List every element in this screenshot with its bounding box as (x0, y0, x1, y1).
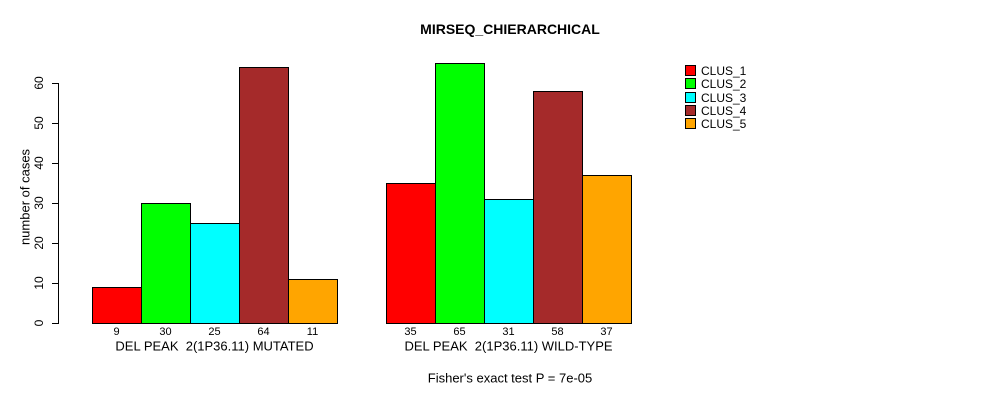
bar-clus_4-group1 (239, 67, 289, 324)
bar-value-label: 9 (113, 326, 120, 338)
group-label-mutated: DEL PEAK 2(1P36.11) MUTATED (115, 338, 314, 354)
legend-swatch-clus_1 (685, 65, 696, 76)
chart-title: MIRSEQ_CHIERARCHICAL (420, 21, 600, 37)
bar-clus_4-group2 (533, 91, 583, 324)
group-label-wild-type: DEL PEAK 2(1P36.11) WILD-TYPE (404, 338, 613, 354)
bar-clus_1-group2 (386, 183, 436, 324)
bar-clus_5-group2 (582, 175, 632, 324)
bar-value-label: 65 (453, 326, 466, 338)
bar-value-label: 64 (257, 326, 270, 338)
legend-label: CLUS_4 (701, 103, 747, 118)
y-tick-label: 50 (32, 116, 46, 130)
fisher-test-caption: Fisher's exact test P = 7e-05 (427, 370, 593, 386)
bar-clus_1-group1 (92, 287, 142, 324)
bar-value-label: 35 (404, 326, 417, 338)
bar-clus_5-group1 (288, 279, 338, 324)
y-tick (52, 203, 59, 204)
y-tick (52, 283, 59, 284)
bar-clus_2-group2 (435, 63, 485, 324)
y-tick-label: 10 (32, 276, 46, 290)
bar-value-label: 31 (502, 326, 515, 338)
legend-item-clus_2: CLUS_2 (685, 77, 765, 92)
y-tick (52, 163, 59, 164)
legend-label: CLUS_3 (701, 90, 747, 105)
y-tick-label: 0 (32, 319, 46, 327)
y-tick (52, 323, 59, 324)
bar-value-label: 25 (208, 326, 221, 338)
bar-clus_3-group1 (190, 223, 240, 324)
legend-item-clus_3: CLUS_3 (685, 90, 765, 105)
legend-label: CLUS_2 (701, 77, 747, 92)
y-tick (52, 243, 59, 244)
legend-label: CLUS_1 (701, 64, 747, 78)
bar-value-label: 37 (600, 326, 613, 338)
y-tick-label: 40 (32, 156, 46, 170)
y-tick-label: 20 (32, 236, 46, 250)
legend-label: CLUS_5 (701, 117, 747, 132)
legend-item-clus_5: CLUS_5 (685, 117, 765, 132)
bar-value-label: 30 (159, 326, 172, 338)
bar-clus_2-group1 (141, 203, 191, 324)
y-tick-label: 60 (32, 76, 46, 90)
bar-value-label: 11 (306, 326, 319, 338)
y-axis-title: number of cases (17, 148, 33, 246)
legend-swatch-clus_4 (685, 104, 696, 116)
bar-clus_3-group2 (484, 199, 534, 324)
legend-swatch-clus_2 (685, 78, 696, 90)
y-tick-label: 30 (32, 196, 46, 210)
legend-swatch-clus_5 (685, 118, 696, 130)
bar-value-label: 58 (551, 326, 564, 338)
y-tick (52, 123, 59, 124)
legend-swatch-clus_3 (685, 91, 696, 103)
legend-item-clus_1: CLUS_1 (685, 64, 765, 78)
y-tick (52, 83, 59, 84)
legend-item-clus_4: CLUS_4 (685, 103, 765, 118)
